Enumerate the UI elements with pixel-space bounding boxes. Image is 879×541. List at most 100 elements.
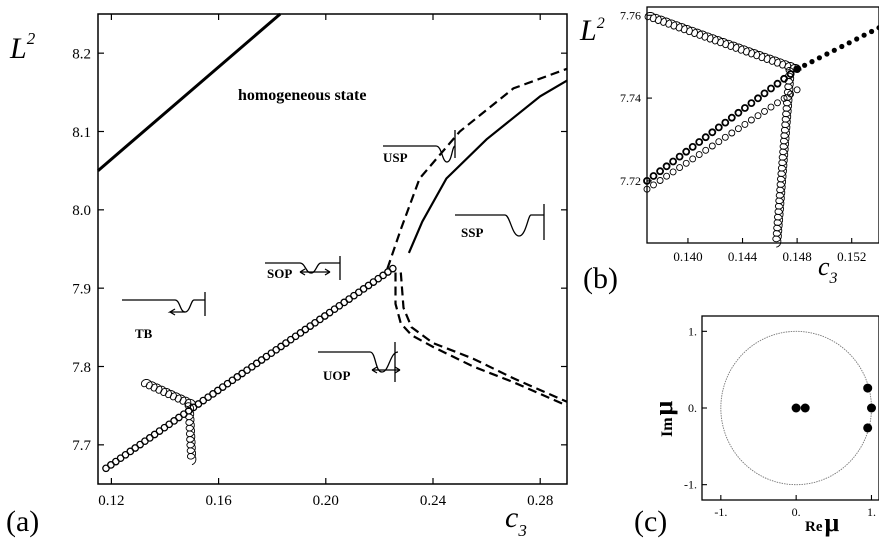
- panel-a-xtick-label: 0.16: [205, 493, 232, 509]
- panel-b-series-4-marker: [802, 62, 808, 68]
- panel-a-xtick-label: 0.24: [420, 493, 447, 509]
- multiplier-point: [863, 383, 873, 393]
- panel-a-ytick-label: 8.2: [72, 46, 91, 62]
- panel-b-series-2-marker: [786, 70, 795, 78]
- panel-b-series-4-marker: [809, 59, 815, 65]
- panel-b-series-2-marker: [721, 118, 730, 127]
- panel-a-xtick-label: 0.12: [98, 493, 124, 509]
- uop-arrow-sketch: [371, 366, 401, 374]
- panel-b-xtick-label: 0.144: [728, 249, 758, 264]
- panel-b-series-3-marker: [734, 125, 742, 133]
- panel-b-series-2-marker: [734, 108, 743, 117]
- multiplier-point: [863, 423, 873, 433]
- panel-a-label: (a): [6, 505, 39, 538]
- panel-b-ylabel: L2: [579, 14, 605, 47]
- panel-b-series-3-marker: [747, 116, 755, 124]
- annotation-tb: TB: [135, 326, 153, 341]
- panel-a-ytick-label: 8.1: [72, 125, 91, 141]
- panel-c-frame: [701, 315, 879, 501]
- panel-b-xlabel: c3: [818, 252, 838, 287]
- panel-b-series-2-marker: [662, 162, 671, 171]
- ssp-profile-sketch: [455, 204, 545, 240]
- panel-b-series-3-marker: [656, 177, 664, 184]
- panel-c-series: [720, 330, 876, 486]
- panel-a-series-2-line: [407, 79, 568, 254]
- panel-b-series-4-marker: [816, 55, 823, 61]
- panel-c-xtick-label: -1.: [714, 505, 727, 519]
- panel-a-ytick-label: 7.8: [72, 360, 91, 376]
- sop-profile-sketch: [265, 256, 341, 280]
- panel-c-ticks: -1. 0. 1. 1. 0. -1.: [684, 324, 876, 519]
- panel-b-series-2-marker: [754, 94, 762, 103]
- panel-b-series-3-marker: [715, 138, 723, 146]
- multiplier-point: [791, 403, 801, 413]
- panel-c-ytick-label: -1.: [684, 478, 697, 492]
- panel-b-ytick-label: 7.72: [620, 174, 641, 188]
- panel-b-series-4-marker: [831, 47, 837, 53]
- panel-b-series-3-marker: [741, 120, 749, 128]
- panel-b-series-4-marker: [869, 28, 875, 35]
- panel-b-series-3-marker: [780, 94, 788, 102]
- panel-a-series-6-curl: [140, 379, 197, 407]
- panel-b-series-3-marker: [721, 133, 729, 141]
- panel-b-series-2-marker: [649, 172, 658, 180]
- panel-b-series-3-marker: [702, 146, 710, 154]
- panel-b-series-2-marker: [741, 104, 749, 112]
- panel-b-series-3-marker: [676, 164, 684, 172]
- usp-profile-sketch: [383, 130, 456, 163]
- panel-c-ytick-label: 0.: [688, 401, 697, 415]
- annotation-uop: UOP: [323, 368, 351, 383]
- panel-b-series-3-marker: [754, 112, 762, 120]
- panel-a-series-1-line: [386, 67, 568, 269]
- panel-b-series-2-marker: [688, 142, 697, 151]
- sop-arrow-sketch: [299, 268, 331, 276]
- panel-c-xlabel: Reμ: [805, 508, 840, 537]
- panel-a-ytick-label: 8.0: [72, 203, 91, 219]
- panel-b-series-2-marker: [675, 152, 684, 161]
- panel-b-series-2-marker: [760, 89, 769, 98]
- panel-b-series-2-marker: [773, 79, 782, 88]
- panel-b-series-2-marker: [682, 147, 691, 156]
- panel-b-series-0-curl: [644, 11, 802, 73]
- panel-b-series-2-marker: [708, 128, 717, 137]
- panel-b-series-4-marker: [854, 36, 860, 42]
- panel-b-series: [643, 11, 879, 248]
- panel-a-ytick-label: 7.9: [72, 281, 91, 297]
- profile-sketches: [122, 130, 545, 382]
- panel-a-ylabel: L2: [9, 29, 36, 65]
- multiplier-point: [800, 403, 810, 413]
- uop-profile-sketch: [318, 342, 399, 382]
- panel-b-series-2-marker: [701, 133, 710, 142]
- panel-b-series-4-marker: [861, 32, 867, 38]
- panel-b-series-2-marker: [656, 167, 664, 176]
- panel-c-ytick-label: 1.: [688, 324, 697, 338]
- panel-b-series-3-marker: [787, 90, 795, 98]
- panel-b: 0.140 0.144 0.148 0.152 7.72 7.74 7.76 L2 c3 (…: [579, 6, 879, 295]
- panel-a-series: [97, 12, 568, 473]
- panel-b-series-1-curl: [772, 67, 795, 248]
- tb-arrow-sketch: [167, 308, 185, 316]
- panel-b-series-3-marker: [708, 142, 716, 150]
- panel-b-series-3-marker: [650, 181, 657, 189]
- panel-b-series-3-marker: [761, 107, 768, 115]
- panel-b-series-3-marker: [643, 185, 651, 193]
- panel-a: 0.12 0.16 0.20 0.24 0.28 7.7 7.8 7.9 8.0 8.1 8.2 L…: [6, 12, 568, 540]
- panel-b-series-3-marker: [663, 172, 671, 180]
- annotation-usp: USP: [383, 150, 408, 165]
- panel-b-series-2-marker: [727, 113, 736, 122]
- panel-b-series-4-marker: [794, 66, 800, 72]
- panel-a-xtick-label: 0.20: [313, 493, 339, 509]
- panel-c-xtick-label: 1.: [867, 505, 876, 519]
- panel-b-ticks: 0.140 0.144 0.148 0.152 7.72 7.74 7.76: [620, 8, 866, 264]
- panel-b-series-3-marker: [689, 155, 697, 163]
- panel-b-series-4-marker: [876, 25, 879, 31]
- panel-a-series-4-line: [399, 272, 568, 403]
- panel-b-ytick-label: 7.76: [620, 8, 641, 22]
- panel-b-xtick-label: 0.152: [837, 249, 866, 264]
- panel-b-series-4-marker: [846, 40, 852, 46]
- panel-b-series-2-marker: [669, 157, 677, 166]
- panel-a-xlabel: c3: [505, 501, 527, 540]
- panel-b-xtick-label: 0.148: [782, 249, 811, 264]
- annotation-ssp: SSP: [461, 225, 483, 240]
